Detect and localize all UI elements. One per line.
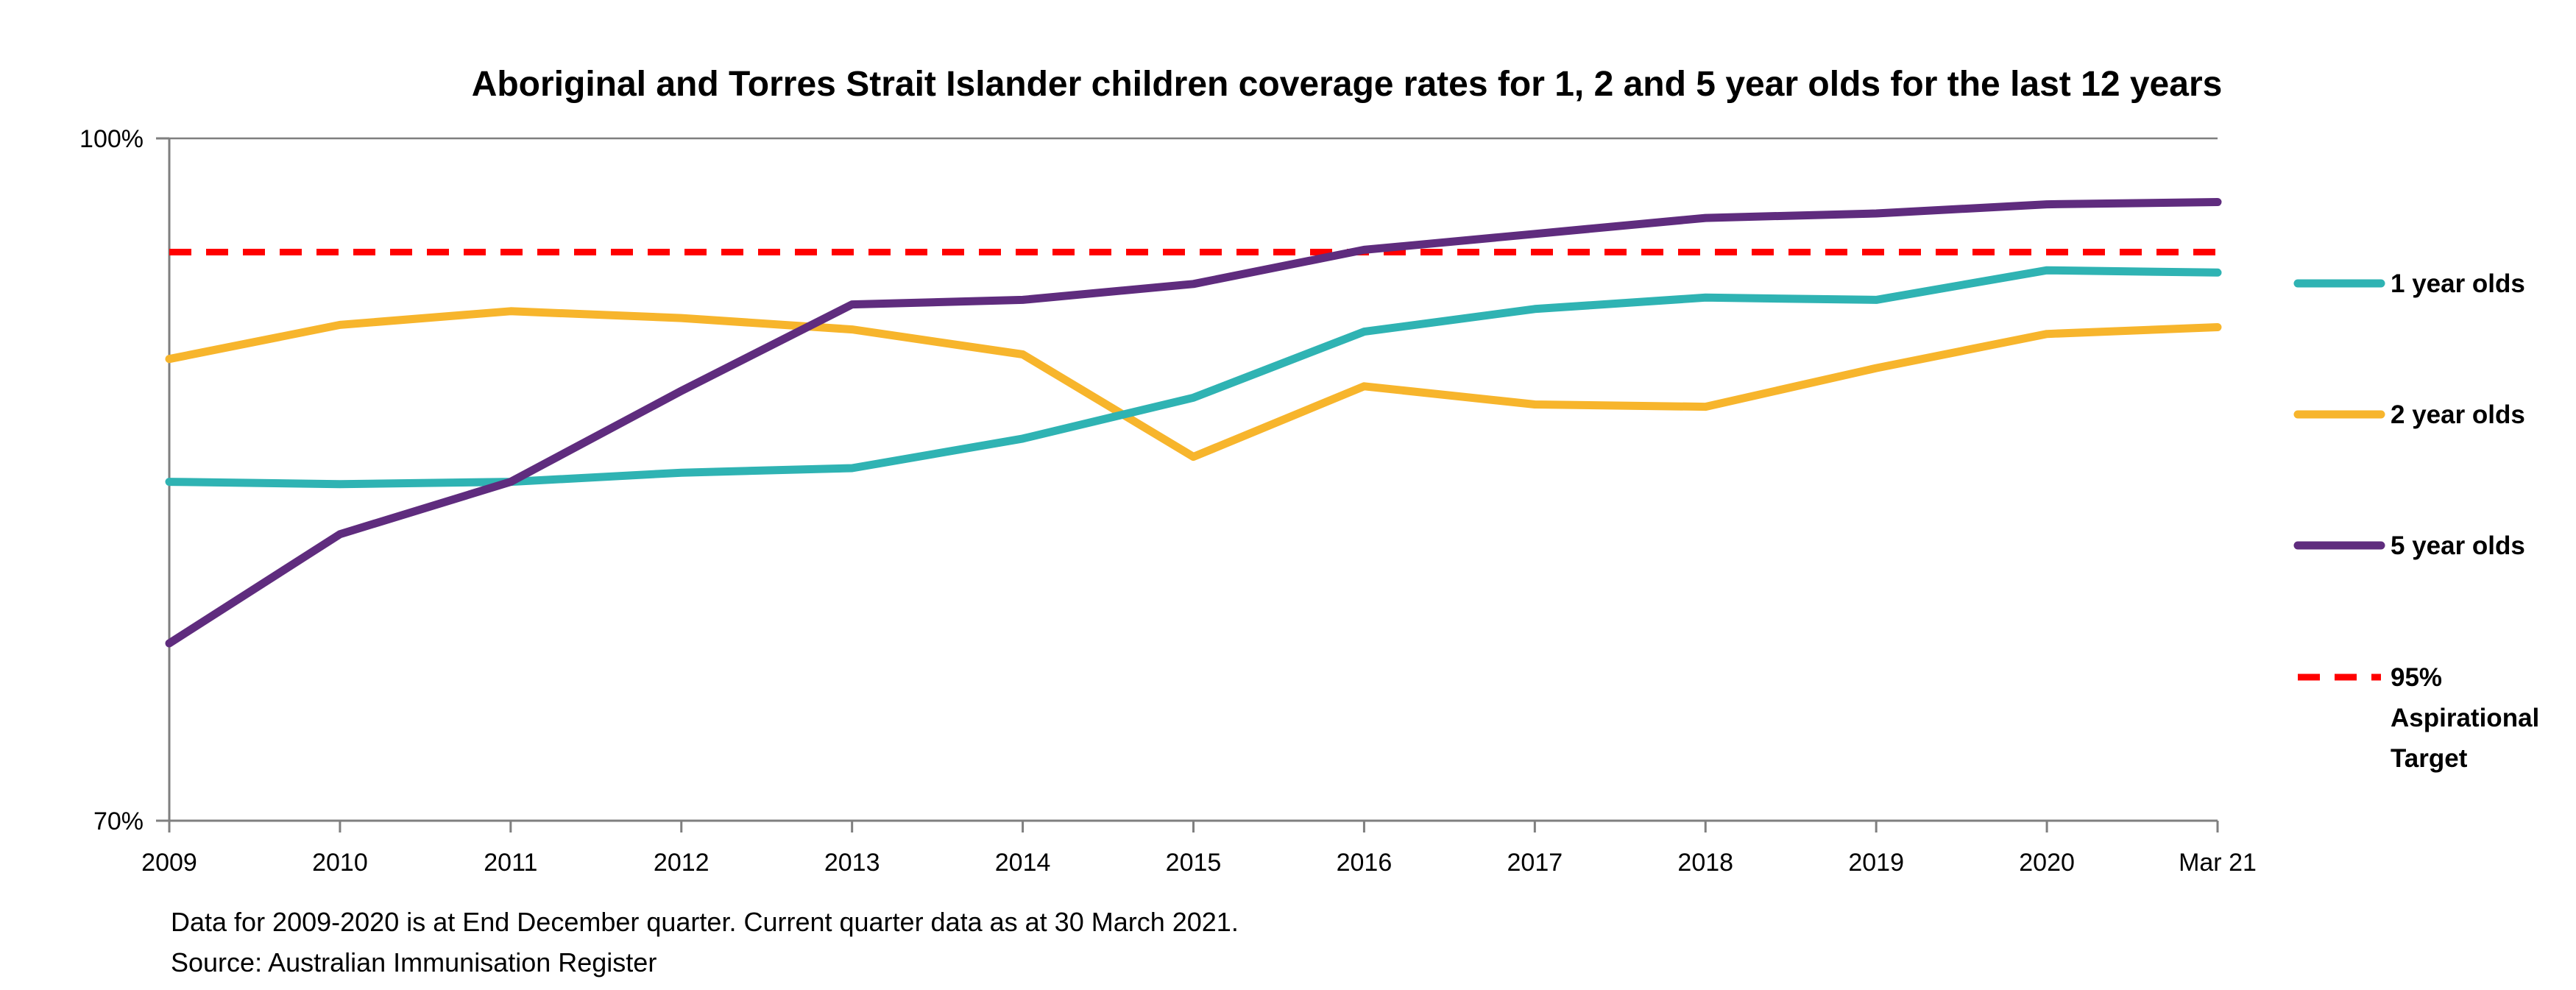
legend-label-1-year-olds: 1 year olds bbox=[2391, 269, 2525, 298]
x-tick-label: 2013 bbox=[824, 849, 880, 877]
axes: 100% 70% 2009 2010 2011 2012 2013 2014 2015 2016 2… bbox=[79, 125, 2257, 877]
x-tick-label: 2010 bbox=[312, 849, 368, 877]
legend-label-5-year-olds: 5 year olds bbox=[2391, 531, 2525, 560]
x-tick-label: 2020 bbox=[2019, 849, 2075, 877]
x-tick-label: 2017 bbox=[1507, 849, 1563, 877]
legend-label-2-year-olds: 2 year olds bbox=[2391, 400, 2525, 429]
legend: 1 year olds 2 year olds 5 year olds 95% Aspi… bbox=[2293, 269, 2539, 773]
y-tick-label: 70% bbox=[93, 807, 144, 835]
series-line-2-year-olds bbox=[165, 307, 2222, 462]
x-tick-label: 2018 bbox=[1677, 849, 1733, 877]
x-tick-label: 2015 bbox=[1166, 849, 1222, 877]
plot-area bbox=[165, 198, 2222, 648]
footnotes: Data for 2009-2020 is at End December qu… bbox=[171, 907, 1239, 977]
x-tick-label: 2019 bbox=[1848, 849, 1904, 877]
legend-label-95-aspirational-target-line-3: Target bbox=[2391, 744, 2468, 773]
series-line-1-year-olds bbox=[165, 266, 2222, 489]
legend-label-95-aspirational-target-line-2: Aspirational bbox=[2391, 704, 2539, 732]
y-tick-label: 100% bbox=[79, 125, 144, 153]
x-tick-label: 2009 bbox=[141, 849, 197, 877]
footnote-data-note: Data for 2009-2020 is at End December qu… bbox=[171, 907, 1239, 937]
x-tick-label: 2011 bbox=[484, 849, 537, 877]
series-line-5-year-olds bbox=[165, 198, 2222, 648]
chart-title: Aboriginal and Torres Strait Islander ch… bbox=[472, 65, 2223, 104]
x-tick-label: 2012 bbox=[654, 849, 710, 877]
x-tick-label: 2014 bbox=[995, 849, 1051, 877]
x-tick-label: 2016 bbox=[1337, 849, 1393, 877]
legend-label-95-aspirational-target-line-1: 95% bbox=[2391, 663, 2442, 692]
footnote-source: Source: Australian Immunisation Register bbox=[171, 947, 657, 977]
x-tick-label: Mar 21 bbox=[2179, 849, 2257, 877]
